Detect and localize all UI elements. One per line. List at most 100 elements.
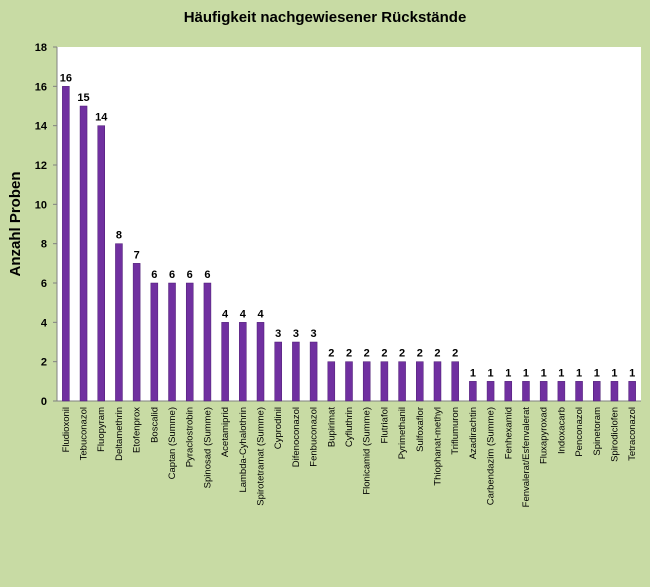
data-label: 3 (275, 328, 281, 340)
bar-series (62, 86, 636, 402)
bar (451, 361, 459, 402)
category-label: Tebuconazol (79, 407, 90, 460)
category-label: Boscalid (149, 407, 160, 443)
bar (150, 282, 159, 402)
data-label: 2 (399, 348, 405, 360)
bar (168, 282, 176, 402)
bar (221, 322, 229, 402)
bar (62, 86, 70, 402)
category-label: Pyraclostrobin (185, 407, 196, 467)
data-label: 1 (470, 367, 476, 379)
category-label: Spinetoram (592, 407, 603, 456)
data-label: 2 (452, 348, 458, 360)
category-label: Triflumuron (450, 407, 461, 455)
y-tick-label: 10 (35, 199, 47, 211)
bar (327, 361, 336, 402)
data-label: 1 (488, 367, 494, 379)
category-label: Captan (Summe) (167, 407, 178, 479)
category-label: Thiophanat-methyl (432, 407, 443, 486)
category-label: Spirodiclofen (609, 407, 620, 462)
bar (504, 381, 513, 402)
category-label: Bupirimat (326, 407, 337, 447)
data-label: 14 (95, 112, 108, 124)
category-label: Fluxapyroxad (539, 407, 550, 464)
bar (292, 341, 300, 402)
bar (79, 105, 88, 402)
data-label: 2 (417, 348, 423, 360)
bar (132, 263, 141, 402)
y-tick-label: 4 (41, 317, 48, 329)
data-label: 4 (222, 308, 229, 320)
y-tick-label: 18 (35, 42, 47, 54)
category-label: Acetamiprid (220, 407, 231, 457)
y-axis-title: Anzahl Proben (7, 171, 24, 276)
category-label: Tetraconazol (627, 407, 638, 461)
data-label: 6 (151, 269, 157, 281)
bar (610, 381, 619, 402)
data-label: 3 (293, 328, 299, 340)
data-label: 1 (558, 367, 564, 379)
bar (398, 361, 406, 402)
bar (380, 361, 389, 402)
bar (362, 361, 371, 402)
bar (185, 282, 194, 402)
bar (593, 381, 601, 402)
data-label: 1 (629, 367, 635, 379)
bar (522, 381, 530, 402)
data-label: 1 (523, 367, 529, 379)
bar (416, 361, 424, 402)
data-label: 6 (204, 269, 210, 281)
y-tick-label: 12 (35, 160, 47, 172)
category-label: Lambda-Cyhalothrin (238, 407, 249, 493)
category-label: Flutriafol (379, 407, 390, 443)
bar (557, 381, 566, 402)
data-label: 6 (169, 269, 175, 281)
category-label: Flonicamid (Summe) (362, 407, 373, 495)
y-tick-label: 16 (35, 81, 47, 93)
bar (256, 322, 265, 402)
data-label: 4 (257, 308, 264, 320)
category-label: Pyrimethanil (397, 407, 408, 459)
chart-title: Häufigkeit nachgewiesener Rückstände (183, 9, 467, 26)
data-label: 15 (77, 92, 89, 104)
bar (433, 361, 442, 402)
bar (486, 381, 495, 402)
data-label: 2 (328, 348, 334, 360)
category-label: Etofenprox (132, 407, 143, 453)
data-label: 1 (541, 367, 547, 379)
data-label: 8 (116, 230, 122, 242)
data-label: 1 (611, 367, 617, 379)
data-label: 4 (240, 308, 247, 320)
category-label: Cyfluthrin (344, 407, 355, 447)
bar (203, 282, 212, 402)
data-label: 16 (60, 72, 72, 84)
bar (628, 381, 636, 402)
bar (97, 125, 105, 402)
category-label: Spirotetramat (Summe) (256, 407, 267, 506)
category-label: Deltamethrin (114, 407, 125, 461)
bar (309, 341, 318, 402)
category-label: Cyprodinil (273, 407, 284, 449)
category-label: Fluopyram (96, 407, 107, 452)
data-label: 1 (594, 367, 600, 379)
y-tick-label: 0 (41, 396, 47, 408)
bar (115, 243, 123, 402)
category-label: Fenbuconazol (309, 407, 320, 467)
y-tick-label: 14 (35, 121, 48, 133)
category-label: Fludioxonil (61, 407, 72, 452)
data-label: 7 (134, 249, 140, 261)
data-label: 2 (381, 348, 387, 360)
data-label: 1 (505, 367, 511, 379)
y-axis-ticks: 0 2 4 6 8 10 12 14 16 18 (35, 42, 57, 408)
y-tick-label: 2 (41, 357, 47, 369)
bar (274, 341, 282, 402)
category-label: Sulfoxaflor (415, 407, 426, 452)
category-label: Penconazol (574, 407, 585, 457)
data-label: 3 (311, 328, 317, 340)
bar (239, 322, 247, 402)
category-labels: Fludioxonil Tebuconazol Fluopyram Deltameth… (61, 407, 638, 508)
y-tick-label: 6 (41, 278, 47, 290)
data-label: 2 (346, 348, 352, 360)
